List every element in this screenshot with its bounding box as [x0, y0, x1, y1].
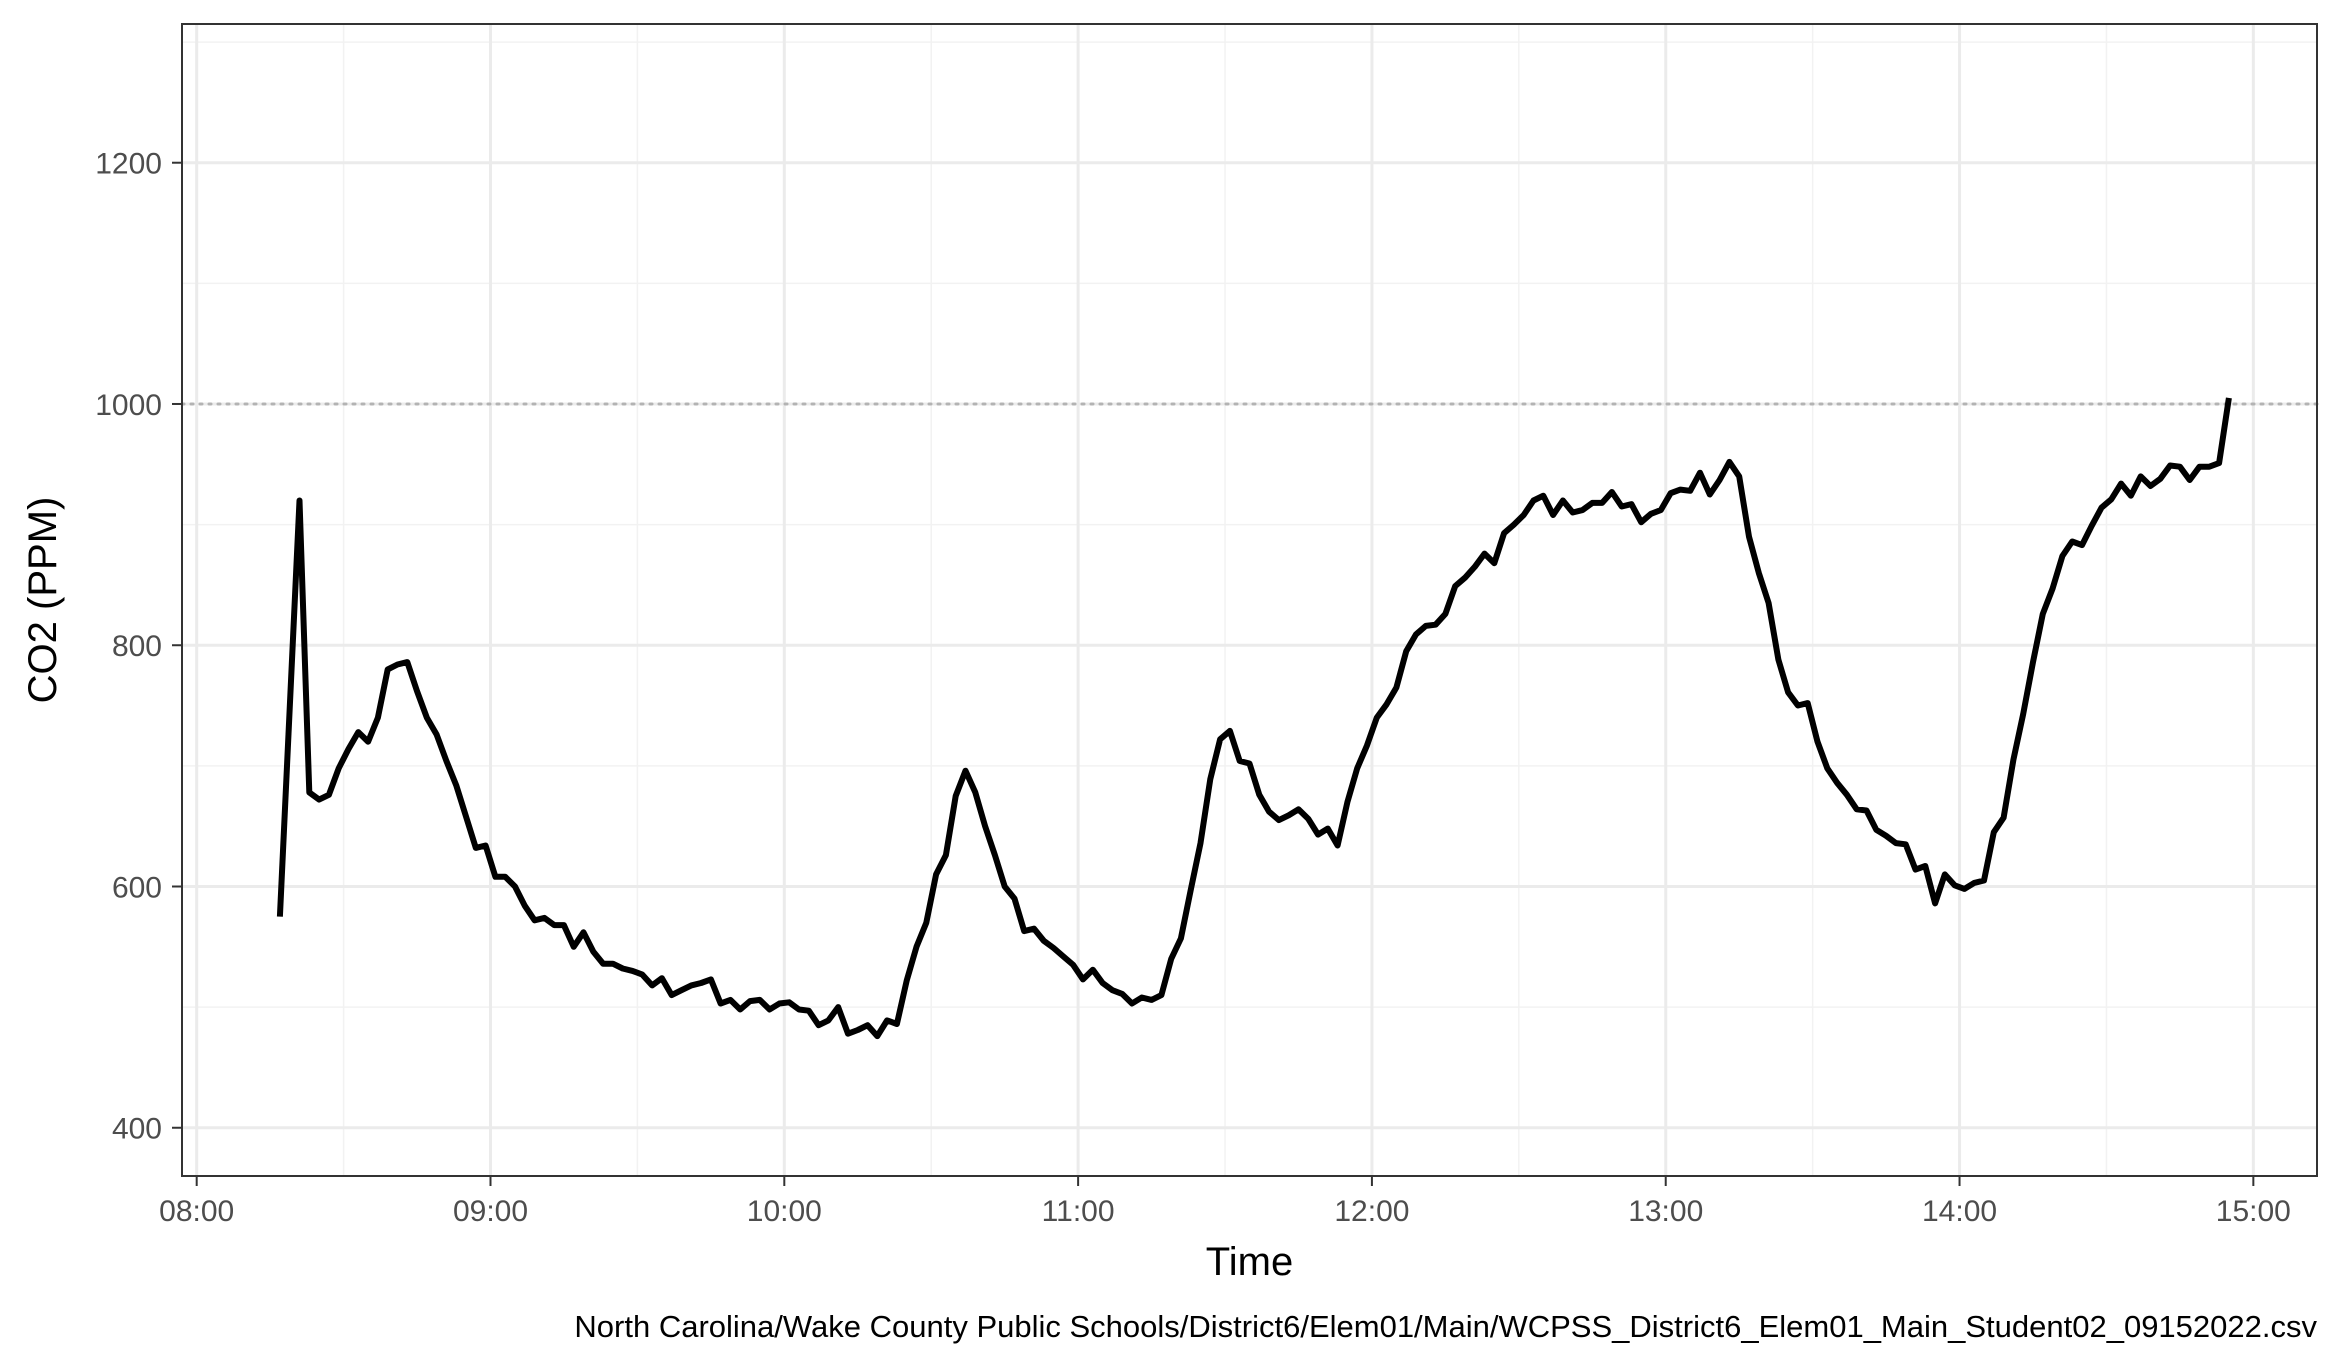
co2-series-line	[276, 397, 2232, 1040]
x-tick-label: 10:00	[747, 1195, 822, 1228]
y-tick-label: 1200	[95, 148, 162, 181]
y-axis-ticks: 400 600 800 1000 1200	[95, 148, 182, 1146]
y-tick-label: 400	[112, 1113, 162, 1146]
x-tick-label: 14:00	[1922, 1195, 1997, 1228]
x-tick-label: 08:00	[159, 1195, 234, 1228]
x-tick-label: 11:00	[1042, 1195, 1115, 1228]
y-tick-label: 1000	[95, 389, 162, 422]
y-tick-label: 800	[112, 630, 162, 663]
y-axis-title: CO2 (PPM)	[21, 497, 65, 704]
x-tick-label: 12:00	[1334, 1195, 1409, 1228]
x-axis-ticks: 08:00 09:00 10:00 11:00 12:00 13:00 14:00 15:00	[159, 1176, 2291, 1228]
x-tick-label: 09:00	[453, 1195, 528, 1228]
x-tick-label: 15:00	[2216, 1195, 2291, 1228]
x-axis-title: Time	[1206, 1240, 1293, 1284]
panel-border	[181, 23, 2318, 1177]
file-path-caption: North Carolina/Wake County Public School…	[574, 1309, 2317, 1344]
x-tick-label: 13:00	[1628, 1195, 1703, 1228]
y-tick-label: 600	[112, 871, 162, 904]
